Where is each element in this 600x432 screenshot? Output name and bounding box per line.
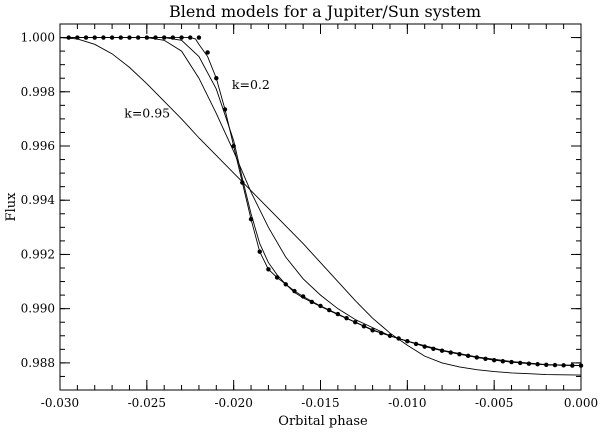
data-points xyxy=(66,35,584,368)
y-tick-label: 0.996 xyxy=(21,139,55,153)
data-point xyxy=(240,180,245,185)
y-tick-label: 1.000 xyxy=(21,31,55,45)
y-tick-label: 0.992 xyxy=(21,247,55,261)
data-point xyxy=(101,35,106,40)
data-point xyxy=(387,333,393,338)
data-point xyxy=(361,324,367,329)
x-tick-label: -0.010 xyxy=(388,396,426,410)
data-point xyxy=(231,143,236,149)
plot-area-frame xyxy=(59,23,582,391)
model-curve-3 xyxy=(60,37,582,367)
data-point xyxy=(544,362,549,367)
x-tick-label: -0.005 xyxy=(475,396,513,410)
data-point xyxy=(431,346,436,351)
data-point xyxy=(500,359,506,364)
data-point xyxy=(552,362,558,368)
model-curve-1 xyxy=(60,37,582,367)
data-point xyxy=(396,336,401,341)
x-axis-label: Orbital phase xyxy=(278,414,368,429)
data-point xyxy=(422,344,427,349)
data-point xyxy=(570,363,575,368)
data-point xyxy=(222,107,228,112)
data-point xyxy=(266,267,271,272)
data-point xyxy=(335,311,341,317)
data-point xyxy=(457,352,462,357)
data-point xyxy=(439,348,445,353)
data-point xyxy=(526,361,532,366)
chart-title: Blend models for a Jupiter/Sun system xyxy=(169,2,481,21)
data-point xyxy=(118,35,123,40)
data-point xyxy=(127,35,132,40)
x-axis: -0.030 -0.025 -0.020 -0.015 -0.010 -0.005 0.00… xyxy=(41,24,598,410)
data-point xyxy=(465,353,471,359)
data-point xyxy=(448,350,453,355)
data-point xyxy=(214,76,219,81)
y-axis: 0.988 0.990 0.992 0.994 0.996 0.998 1.000 xyxy=(21,23,581,391)
data-point xyxy=(509,359,514,365)
model-curves xyxy=(59,37,582,376)
data-point xyxy=(518,360,523,366)
data-point xyxy=(309,299,315,305)
data-point xyxy=(283,282,288,287)
data-point xyxy=(318,303,323,309)
data-point xyxy=(109,35,115,40)
data-point xyxy=(92,35,97,40)
data-point xyxy=(153,35,158,40)
data-point xyxy=(379,330,384,336)
data-point xyxy=(535,362,540,367)
data-point xyxy=(274,275,280,280)
data-point xyxy=(474,355,479,360)
data-point xyxy=(405,339,410,344)
annotations: k=0.2 k=0.95 xyxy=(124,77,270,120)
x-tick-label: -0.025 xyxy=(128,396,166,410)
model-curve-2 xyxy=(60,37,582,367)
model-curve-4 xyxy=(59,37,582,376)
data-point xyxy=(300,294,306,299)
data-point xyxy=(75,35,80,40)
annotation-label: k=0.95 xyxy=(124,106,170,121)
annotation-label: k=0.2 xyxy=(232,77,270,92)
y-tick-label: 0.998 xyxy=(21,85,55,99)
x-tick-label: 0.000 xyxy=(564,396,598,410)
data-point xyxy=(196,35,202,40)
y-tick-label: 0.988 xyxy=(21,356,55,370)
data-point xyxy=(257,249,262,254)
data-point xyxy=(179,35,184,40)
data-point xyxy=(578,363,584,368)
data-point xyxy=(162,35,167,40)
x-tick-label: -0.030 xyxy=(41,396,79,410)
data-point xyxy=(248,217,254,222)
data-point xyxy=(413,341,419,347)
data-point xyxy=(170,35,176,40)
data-point xyxy=(83,35,89,40)
data-point xyxy=(135,35,141,40)
x-tick-label: -0.015 xyxy=(301,396,339,410)
data-point xyxy=(561,363,566,368)
data-point xyxy=(491,357,497,363)
data-point xyxy=(344,315,349,321)
y-tick-label: 0.990 xyxy=(21,302,55,316)
y-tick-label: 0.994 xyxy=(21,193,56,207)
data-point xyxy=(144,35,150,40)
data-point xyxy=(353,320,358,325)
data-point xyxy=(326,307,332,313)
data-point xyxy=(292,288,297,294)
data-point xyxy=(188,35,193,40)
data-point xyxy=(483,356,488,362)
data-point xyxy=(66,35,71,40)
data-point xyxy=(370,328,375,333)
y-axis-label: Flux xyxy=(4,192,19,222)
x-tick-label: -0.020 xyxy=(214,396,252,410)
data-point xyxy=(205,50,210,55)
